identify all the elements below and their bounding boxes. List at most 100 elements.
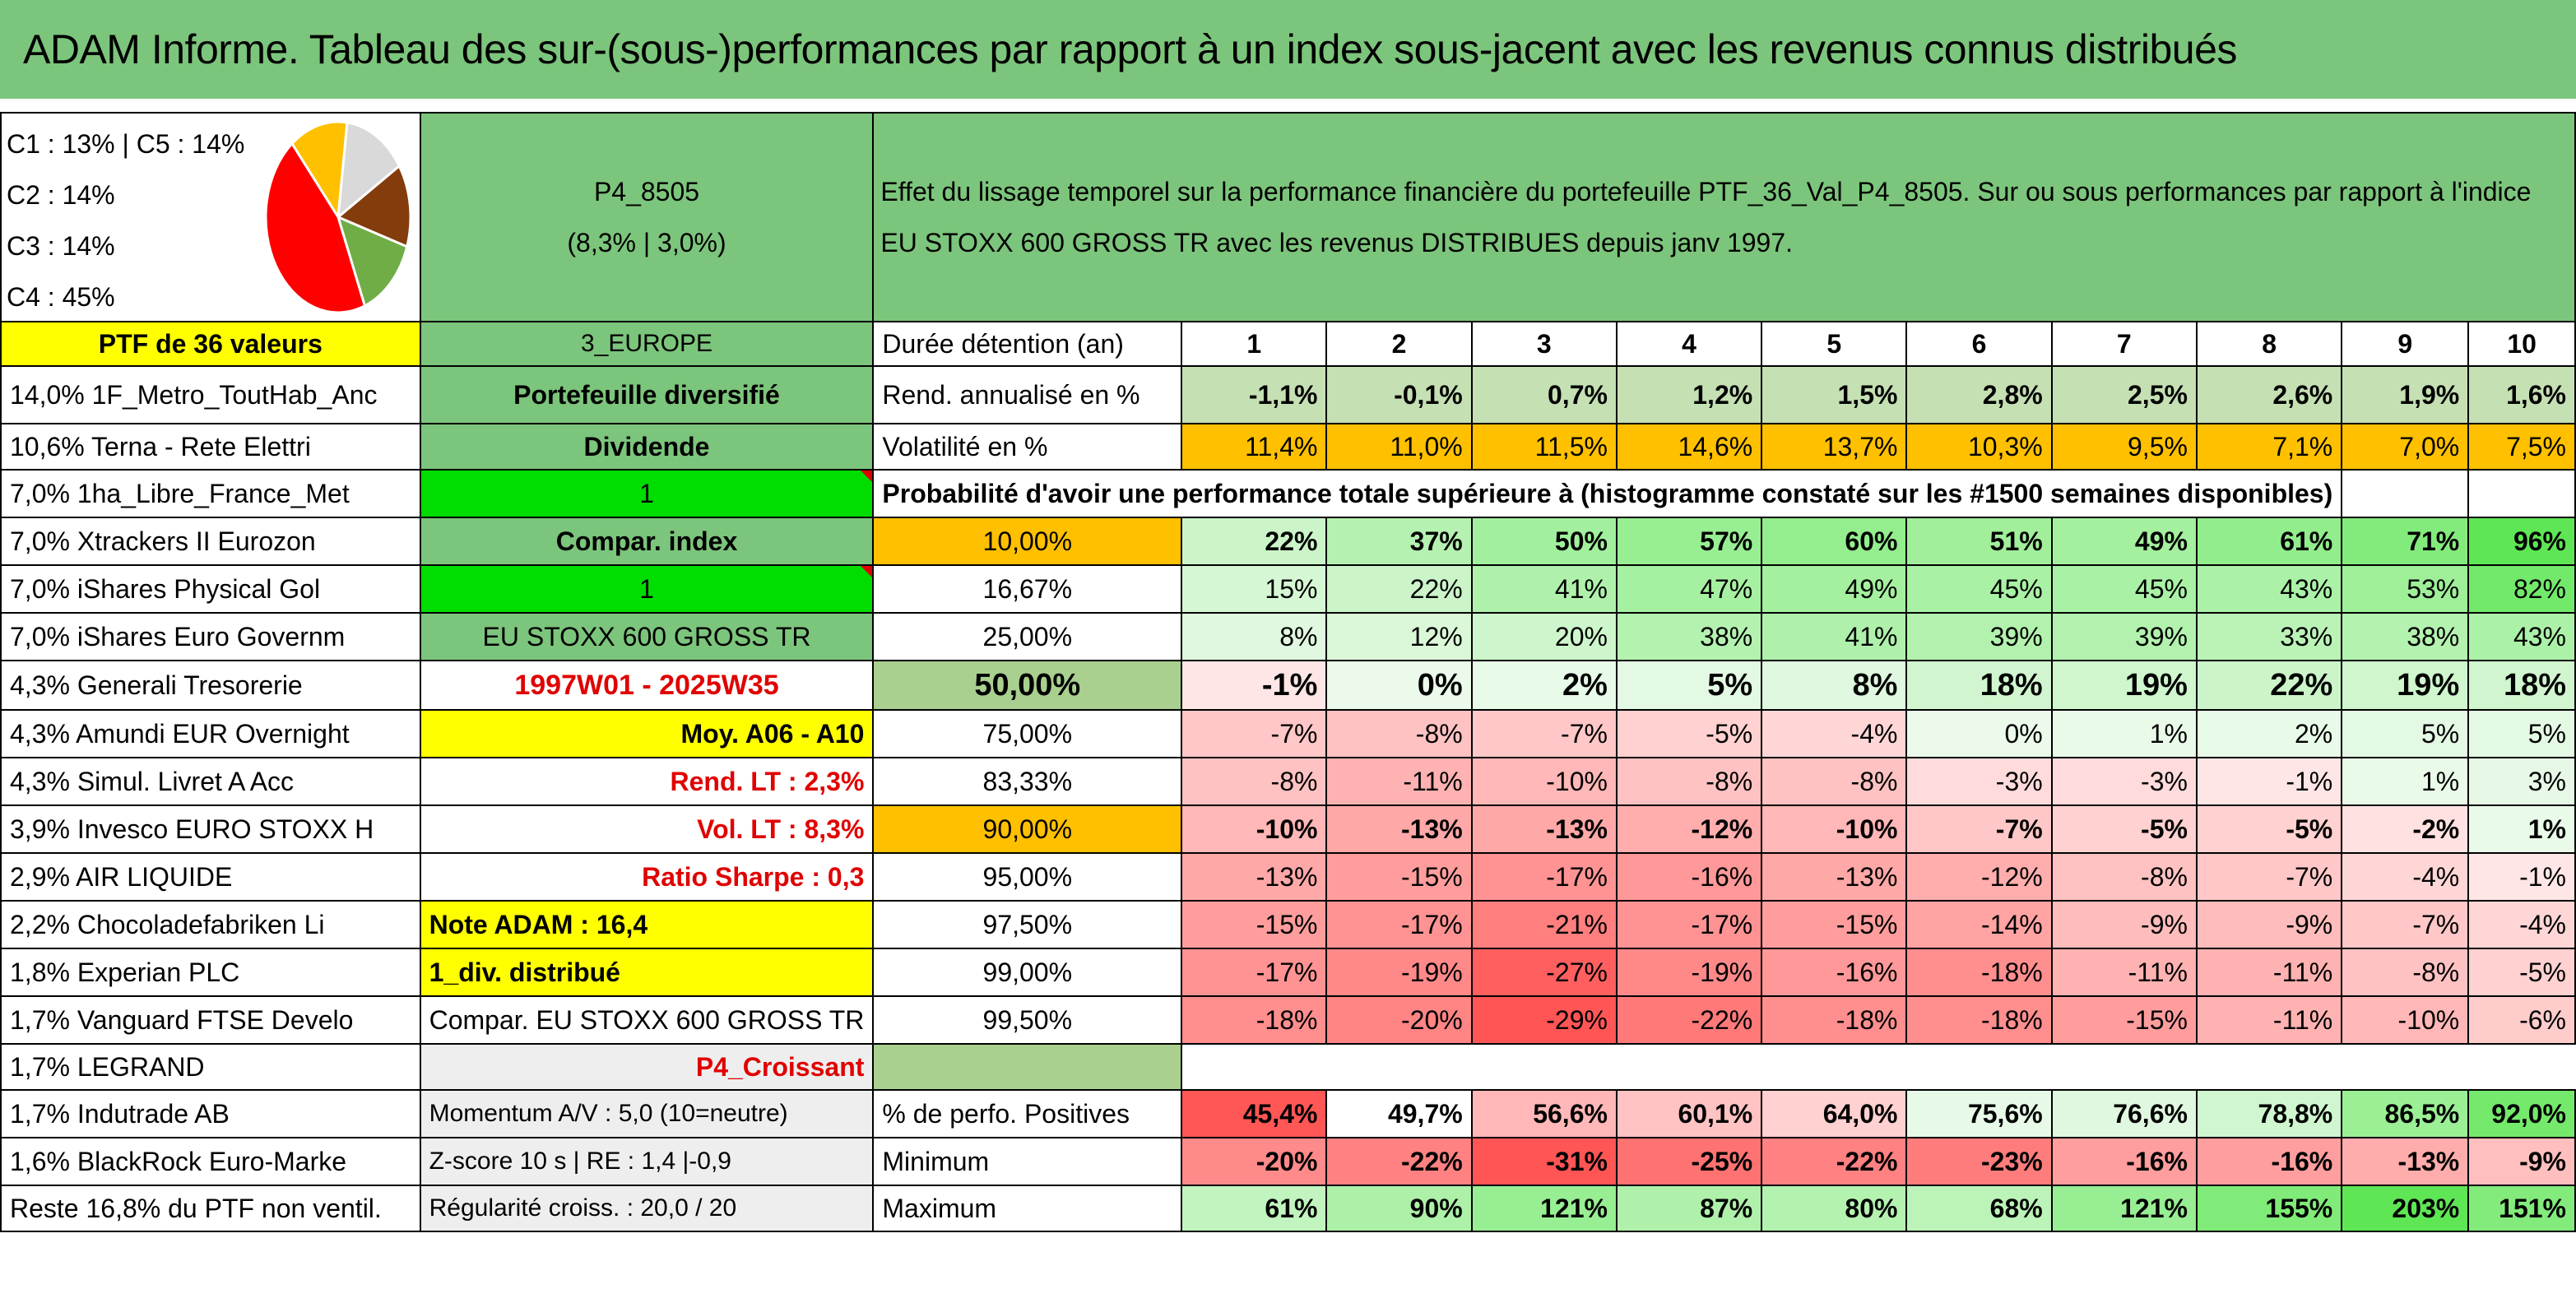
probability-value: -10% — [2341, 995, 2470, 1045]
minimum-value: -20% — [1181, 1137, 1328, 1186]
probability-value: 22% — [2195, 660, 2343, 711]
probability-threshold: 95,00% — [872, 852, 1183, 902]
probability-value: -7% — [1905, 804, 2053, 854]
probability-value: 20% — [1470, 612, 1618, 661]
probability-value: -6% — [2467, 995, 2576, 1045]
probability-threshold: 25,00% — [872, 612, 1183, 661]
probability-value: 39% — [2050, 612, 2198, 661]
volatility-value: 11,0% — [1325, 423, 1473, 471]
maximum-label: Maximum — [872, 1185, 1183, 1232]
probability-value: 41% — [1470, 564, 1618, 614]
flag-cell: 1 — [419, 469, 875, 518]
probability-value: -14% — [1905, 900, 2053, 949]
positive-perf-label: % de perfo. Positives — [872, 1089, 1183, 1138]
probability-value: -8% — [1615, 757, 1763, 806]
year-header: 7 — [2050, 321, 2198, 367]
maximum-value: 61% — [1181, 1185, 1328, 1232]
maximum-value: 121% — [2050, 1185, 2198, 1232]
probability-threshold: 99,50% — [872, 995, 1183, 1045]
probability-value: -4% — [2467, 900, 2576, 949]
probability-value: 45% — [2050, 564, 2198, 614]
probability-value: 12% — [1325, 612, 1473, 661]
pie-label: C3 : 14% — [7, 231, 115, 261]
adam-note: Note ADAM : 16,4 — [419, 900, 875, 949]
year-header: 3 — [1470, 321, 1618, 367]
annual-return-value: 1,6% — [2467, 365, 2576, 424]
probability-value: -15% — [1325, 852, 1473, 902]
holding-item: 4,3% Generali Tresorerie — [0, 660, 421, 711]
volatility-value: 14,6% — [1615, 423, 1763, 471]
pie-label: C2 : 14% — [7, 180, 115, 210]
holding-item: 1,8% Experian PLC — [0, 948, 421, 997]
probability-value: -8% — [1761, 757, 1908, 806]
long-term-volatility: Vol. LT : 8,3% — [419, 804, 875, 854]
probability-value: -22% — [1615, 995, 1763, 1045]
maximum-value: 90% — [1325, 1185, 1473, 1232]
probability-value: 22% — [1325, 564, 1473, 614]
probability-value: 49% — [2050, 517, 2198, 566]
year-header: 8 — [2195, 321, 2343, 367]
probability-value: 5% — [2467, 709, 2576, 758]
positive-perf-value: 76,6% — [2050, 1089, 2198, 1138]
volatility-value: 9,5% — [2050, 423, 2198, 471]
probability-value: 49% — [1761, 564, 1908, 614]
probability-value: -18% — [1761, 995, 1908, 1045]
probability-value: -11% — [2050, 948, 2198, 997]
pie-label: C4 : 45% — [7, 282, 115, 312]
probability-value: -17% — [1181, 948, 1328, 997]
holding-item: 7,0% iShares Physical Gol — [0, 564, 421, 614]
volatility-value: 10,3% — [1905, 423, 2053, 471]
blank-area — [1181, 1043, 2575, 1091]
probability-value: -7% — [1181, 709, 1328, 758]
holding-item: 1,7% LEGRAND — [0, 1043, 421, 1091]
probability-value: -17% — [1615, 900, 1763, 949]
probability-value: -8% — [2341, 948, 2470, 997]
probability-value: -15% — [2050, 995, 2198, 1045]
probability-threshold: 75,00% — [872, 709, 1183, 758]
probability-value: -13% — [1761, 852, 1908, 902]
positive-perf-value: 86,5% — [2341, 1089, 2470, 1138]
positive-perf-value: 60,1% — [1615, 1089, 1763, 1138]
probability-value: -11% — [2195, 995, 2343, 1045]
minimum-value: -9% — [2467, 1137, 2576, 1186]
probability-value: -21% — [1470, 900, 1618, 949]
probability-value: 2% — [2195, 709, 2343, 758]
probability-value: 1% — [2341, 757, 2470, 806]
probability-value: -12% — [1615, 804, 1763, 854]
pie-slice-c2 — [336, 164, 412, 248]
pie-slice-c3 — [336, 215, 409, 308]
probability-value: -17% — [1470, 852, 1618, 902]
holding-item: 7,0% iShares Euro Governm — [0, 612, 421, 661]
probability-value: 8% — [1761, 660, 1908, 711]
annual-return-value: 1,9% — [2341, 365, 2470, 424]
positive-perf-value: 75,6% — [1905, 1089, 2053, 1138]
probability-value: -12% — [1905, 852, 2053, 902]
portfolio-header: P4_8505 (8,3% | 3,0%) — [419, 112, 875, 322]
probability-value: 45% — [1905, 564, 2053, 614]
holding-item: 14,0% 1F_Metro_ToutHab_Anc — [0, 365, 421, 424]
probability-value: -11% — [2195, 948, 2343, 997]
probability-value: 38% — [2341, 612, 2470, 661]
positive-perf-value: 56,6% — [1470, 1089, 1618, 1138]
holding-item: 7,0% 1ha_Libre_France_Met — [0, 469, 421, 518]
positive-perf-value: 45,4% — [1181, 1089, 1328, 1138]
probability-value: 19% — [2050, 660, 2198, 711]
probability-value: 61% — [2195, 517, 2343, 566]
probability-value: 37% — [1325, 517, 1473, 566]
empty-cell — [2341, 469, 2470, 518]
probability-value: 51% — [1905, 517, 2053, 566]
empty-cell — [872, 1043, 1183, 1091]
holding-item: 4,3% Amundi EUR Overnight — [0, 709, 421, 758]
probability-value: -1% — [1181, 660, 1328, 711]
minimum-label: Minimum — [872, 1137, 1183, 1186]
annual-return-value: 2,5% — [2050, 365, 2198, 424]
probability-value: 50% — [1470, 517, 1618, 566]
annual-return-label: Rend. annualisé en % — [872, 365, 1183, 424]
probability-value: 39% — [1905, 612, 2053, 661]
annual-return-value: 1,5% — [1761, 365, 1908, 424]
probability-threshold: 16,67% — [872, 564, 1183, 614]
maximum-value: 68% — [1905, 1185, 2053, 1232]
volatility-value: 7,1% — [2195, 423, 2343, 471]
momentum-label: Momentum A/V : 5,0 (10=neutre) — [419, 1089, 875, 1138]
pie-label: C1 : 13% | C5 : 14% — [7, 129, 245, 159]
